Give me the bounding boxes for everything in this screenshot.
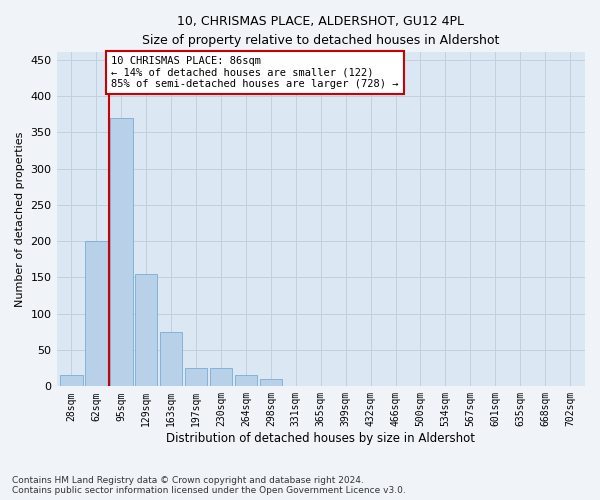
- X-axis label: Distribution of detached houses by size in Aldershot: Distribution of detached houses by size …: [166, 432, 475, 445]
- Bar: [85, 241, 107, 386]
- Bar: [160, 332, 182, 386]
- Bar: [60, 376, 83, 386]
- Bar: [235, 376, 257, 386]
- Text: 10 CHRISMAS PLACE: 86sqm
← 14% of detached houses are smaller (122)
85% of semi-: 10 CHRISMAS PLACE: 86sqm ← 14% of detach…: [112, 56, 399, 89]
- Y-axis label: Number of detached properties: Number of detached properties: [15, 132, 25, 307]
- Bar: [135, 274, 157, 386]
- Bar: [110, 118, 133, 386]
- Bar: [185, 368, 208, 386]
- Bar: [210, 368, 232, 386]
- Bar: [260, 379, 282, 386]
- Title: 10, CHRISMAS PLACE, ALDERSHOT, GU12 4PL
Size of property relative to detached ho: 10, CHRISMAS PLACE, ALDERSHOT, GU12 4PL …: [142, 15, 499, 47]
- Text: Contains HM Land Registry data © Crown copyright and database right 2024.
Contai: Contains HM Land Registry data © Crown c…: [12, 476, 406, 495]
